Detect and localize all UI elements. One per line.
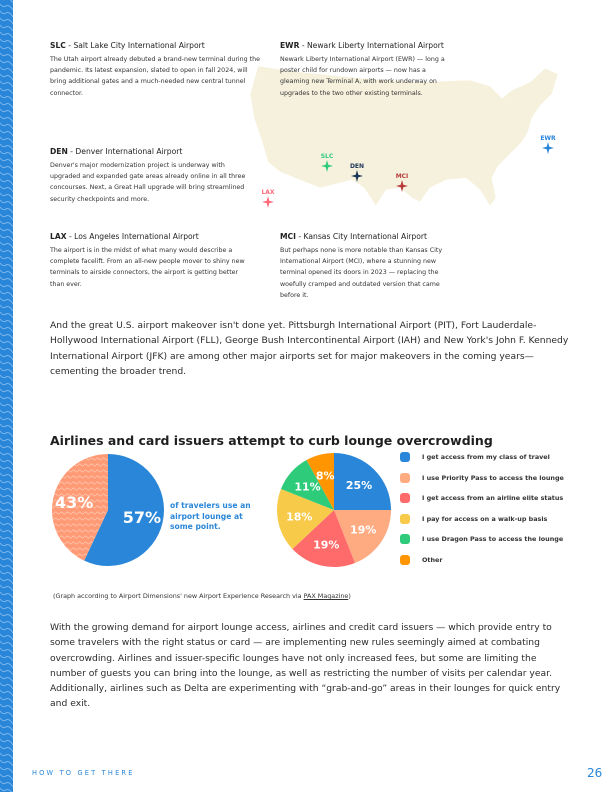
body-paragraph: With the growing demand for airport loun… bbox=[50, 622, 561, 710]
wave-pattern bbox=[0, 0, 13, 792]
airport-den: DEN - Denver International Airport Denve… bbox=[50, 147, 250, 205]
legend-item: I use Dragon Pass to access the lounge bbox=[400, 529, 564, 550]
marker-label: MCI bbox=[396, 173, 409, 180]
airport-code: DEN bbox=[50, 147, 68, 156]
legend-label: I get access from my class of travel bbox=[422, 453, 550, 462]
pie-slice bbox=[281, 460, 334, 510]
legend-swatch bbox=[400, 452, 410, 463]
airport-ewr: EWR - Newark Liberty International Airpo… bbox=[280, 41, 455, 99]
intro-paragraph: And the great U.S. airport makeover isn'… bbox=[50, 320, 569, 377]
footer-section: HOW TO GET THERE bbox=[32, 769, 135, 777]
slice-label: 57% bbox=[123, 508, 161, 527]
slice-label: 25% bbox=[346, 479, 372, 492]
pie-slice bbox=[334, 510, 391, 563]
marker-ewr: EWR bbox=[540, 135, 556, 154]
airport-slc: SLC - Salt Lake City International Airpo… bbox=[50, 41, 260, 99]
airport-text: The airport is in the midst of what many… bbox=[50, 247, 245, 288]
note-text: (Graph according to Airport Dimensions' … bbox=[53, 592, 304, 600]
legend-item: Other bbox=[400, 550, 564, 571]
slice-label: 11% bbox=[294, 480, 320, 493]
legend-swatch bbox=[400, 513, 410, 524]
legend-label: I use Priority Pass to access the lounge bbox=[422, 473, 564, 482]
legend-item: I get access from my class of travel bbox=[400, 447, 564, 468]
legend-swatch bbox=[400, 493, 410, 504]
airport-code: LAX bbox=[50, 232, 67, 241]
us-map: SLC DEN MCI LAX EWR bbox=[249, 65, 559, 208]
slice-label: 43% bbox=[55, 493, 93, 512]
airport-name: - Salt Lake City International Airport bbox=[65, 41, 205, 50]
marker-label: DEN bbox=[350, 163, 364, 170]
pie-slice bbox=[277, 489, 334, 550]
pie-legend: I get access from my class of travel I us… bbox=[400, 447, 564, 570]
lounge-usage-pie: 57% 43% bbox=[51, 454, 164, 566]
section-title: Airlines and card issuers attempt to cur… bbox=[50, 433, 493, 448]
airport-name: - Kansas City International Airport bbox=[295, 232, 427, 241]
legend-item: I get access from an airline elite statu… bbox=[400, 488, 564, 509]
marker-slc: SLC bbox=[321, 153, 334, 172]
legend-swatch bbox=[400, 534, 410, 545]
star-icon bbox=[542, 142, 554, 154]
airport-mci: MCI - Kansas City International Airport … bbox=[280, 232, 450, 301]
slice-label: 8% bbox=[316, 470, 335, 483]
legend-label: Other bbox=[422, 555, 443, 564]
marker-label: LAX bbox=[261, 189, 274, 196]
lounge-access-pie: 25% 19% 19% 18% 11%8% bbox=[277, 453, 391, 567]
note-suffix: ) bbox=[348, 592, 351, 600]
legend-label: I get access from an airline elite statu… bbox=[422, 494, 564, 503]
pax-magazine-link[interactable]: PAX Magazine bbox=[303, 592, 349, 600]
pie-slice bbox=[84, 454, 164, 566]
star-icon bbox=[396, 180, 408, 192]
pie-slice bbox=[51, 454, 108, 561]
marker-mci: MCI bbox=[396, 173, 409, 192]
airport-name: - Denver International Airport bbox=[67, 147, 183, 156]
airport-text: The Utah airport already debuted a brand… bbox=[50, 56, 261, 97]
pie-slice bbox=[292, 510, 355, 567]
marker-lax: LAX bbox=[261, 189, 275, 208]
airport-name: - Los Angeles International Airport bbox=[66, 232, 199, 241]
slice-label: 19% bbox=[313, 538, 339, 551]
airport-lax: LAX - Los Angeles International Airport … bbox=[50, 232, 245, 290]
legend-item: I pay for access on a walk-up basis bbox=[400, 509, 564, 530]
pie1-caption: of travelers use an airport lounge at so… bbox=[170, 501, 251, 531]
graph-source-note: (Graph according to Airport Dimensions' … bbox=[53, 592, 351, 600]
page-number: 26 bbox=[587, 766, 603, 780]
airport-code: MCI bbox=[280, 232, 296, 241]
airport-text: Denver's major modernization project is … bbox=[50, 162, 246, 203]
slice-label: 18% bbox=[286, 510, 312, 523]
airport-code: EWR bbox=[280, 41, 300, 50]
airport-text: But perhaps none is more notable than Ka… bbox=[280, 247, 443, 299]
star-icon bbox=[262, 196, 274, 208]
airport-text: Newark Liberty International Airport (EW… bbox=[280, 56, 445, 97]
legend-swatch bbox=[400, 554, 410, 565]
legend-label: I use Dragon Pass to access the lounge bbox=[422, 535, 564, 544]
pie-slice bbox=[306, 453, 334, 510]
legend-item: I use Priority Pass to access the lounge bbox=[400, 468, 564, 489]
legend-label: I pay for access on a walk-up basis bbox=[422, 514, 548, 523]
star-icon bbox=[321, 160, 333, 172]
airport-code: SLC bbox=[50, 41, 66, 50]
legend-swatch bbox=[400, 472, 410, 483]
marker-label: SLC bbox=[321, 153, 334, 160]
airport-name: - Newark Liberty International Airport bbox=[299, 41, 444, 50]
marker-den: DEN bbox=[350, 163, 364, 182]
marker-label: EWR bbox=[540, 135, 556, 142]
star-icon bbox=[351, 170, 363, 182]
slice-label: 19% bbox=[350, 524, 376, 537]
decorative-wave-stripe bbox=[0, 0, 13, 792]
pie-slice bbox=[334, 453, 391, 510]
